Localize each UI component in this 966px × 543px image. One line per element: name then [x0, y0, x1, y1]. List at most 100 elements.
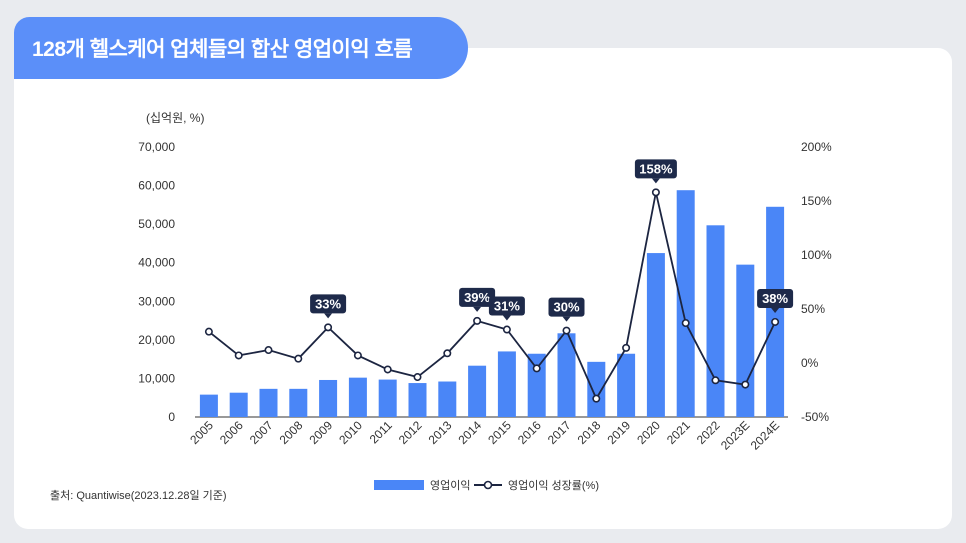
left-tick-label: 30,000 [138, 294, 175, 308]
bar [259, 388, 278, 417]
x-tick-label: 2016 [515, 418, 544, 447]
x-tick-label: 2024E [748, 418, 782, 452]
bar [229, 392, 248, 417]
bar-series [199, 190, 785, 417]
right-tick-label: -50% [801, 410, 829, 424]
left-tick-label: 70,000 [138, 140, 175, 154]
legend-bar-swatch [374, 480, 424, 490]
data-label-pointer [771, 307, 780, 313]
line-point [324, 323, 333, 332]
right-tick-label: 200% [801, 140, 832, 154]
line-point [622, 343, 631, 352]
x-tick-label: 2013 [426, 418, 455, 447]
right-tick-label: 50% [801, 302, 825, 316]
line-point [681, 319, 690, 328]
legend-line-marker [483, 480, 493, 490]
line-point [204, 327, 213, 336]
data-label-badge [310, 294, 347, 314]
left-tick-label: 50,000 [138, 217, 175, 231]
legend: 영업이익 영업이익 성장률(%) [374, 479, 599, 492]
data-label-text: 39% [464, 290, 490, 305]
left-tick-label: 10,000 [138, 371, 175, 385]
line-point [741, 380, 750, 389]
line-point [264, 346, 273, 355]
bar [676, 190, 695, 417]
data-label-pointer [324, 313, 333, 319]
line-point [473, 316, 482, 325]
x-tick-label: 2008 [277, 418, 306, 447]
line-point [532, 364, 541, 373]
line-point [771, 317, 780, 326]
bar [319, 379, 338, 417]
left-tick-label: 60,000 [138, 179, 175, 193]
bar [408, 383, 427, 417]
x-tick-label: 2015 [485, 418, 514, 447]
x-tick-label: 2023E [718, 418, 752, 452]
right-tick-label: 150% [801, 194, 832, 208]
line-point [413, 373, 422, 382]
x-tick-label: 2005 [187, 418, 216, 447]
data-label-badge [634, 159, 677, 179]
x-tick-label: 2018 [575, 418, 604, 447]
legend-line-label: 영업이익 성장률(%) [508, 479, 599, 492]
x-tick-label: 2019 [604, 418, 633, 447]
left-tick-label: 20,000 [138, 333, 175, 347]
x-tick-label: 2020 [634, 418, 663, 447]
x-tick-label: 2009 [306, 418, 335, 447]
line-point [592, 394, 601, 403]
bar [527, 353, 546, 417]
bar [587, 361, 606, 417]
data-label-badge [488, 296, 525, 316]
x-tick-label: 2011 [367, 418, 395, 446]
left-axis: 70,000 60,000 50,000 40,000 30,000 20,000 10,0… [138, 140, 175, 424]
x-tick-label: 2017 [545, 418, 574, 447]
growth-line [208, 192, 776, 401]
data-label-pointer [651, 178, 660, 184]
data-label-badge [459, 287, 496, 307]
page-title: 128개 헬스케어 업체들의 합산 영업이익 흐름 [14, 17, 468, 79]
line-series [204, 188, 780, 403]
bar [348, 377, 367, 417]
bar [706, 225, 725, 417]
right-axis: 200% 150% 100% 50% 0% -50% [801, 140, 832, 424]
x-tick-label: 2007 [247, 418, 276, 447]
data-label-pointer [502, 315, 511, 321]
right-tick-label: 100% [801, 248, 832, 262]
line-point [294, 354, 303, 363]
bar [199, 394, 218, 417]
data-label-pointer [473, 306, 482, 312]
x-tick-label: 2014 [455, 418, 484, 447]
source-note: 출처: Quantiwise(2023.12.28일 기준) [50, 488, 227, 502]
bar [289, 388, 308, 417]
data-label-text: 33% [315, 296, 341, 311]
data-label-badge [548, 297, 585, 317]
line-point [502, 325, 511, 334]
line-point [562, 326, 571, 335]
data-labels: 33% 39% 31% 30% 158% 38% [310, 159, 794, 322]
x-axis: 2005 2006 2007 2008 2009 2010 2011 2012 2013 2014… [187, 418, 782, 453]
data-label-text: 158% [639, 161, 673, 176]
data-label-badge [757, 288, 794, 308]
bar [736, 264, 755, 417]
bar [617, 353, 636, 417]
data-label-pointer [562, 316, 571, 322]
unit-label: (십억원, %) [146, 111, 204, 125]
bar [378, 379, 397, 417]
line-point [383, 365, 392, 374]
line-point [353, 351, 362, 360]
left-tick-label: 40,000 [138, 256, 175, 270]
legend-bar-label: 영업이익 [430, 479, 470, 492]
line-point [443, 349, 452, 358]
left-tick-label: 0 [168, 410, 175, 424]
x-tick-label: 2010 [336, 418, 365, 447]
line-point [711, 376, 720, 385]
x-tick-label: 2021 [664, 418, 693, 447]
bar [646, 253, 665, 417]
bar [497, 351, 516, 417]
data-label-text: 30% [553, 300, 579, 315]
line-point [651, 188, 660, 197]
data-label-text: 38% [762, 291, 788, 306]
x-tick-label: 2006 [217, 418, 246, 447]
line-point [234, 351, 243, 360]
right-tick-label: 0% [801, 356, 819, 370]
